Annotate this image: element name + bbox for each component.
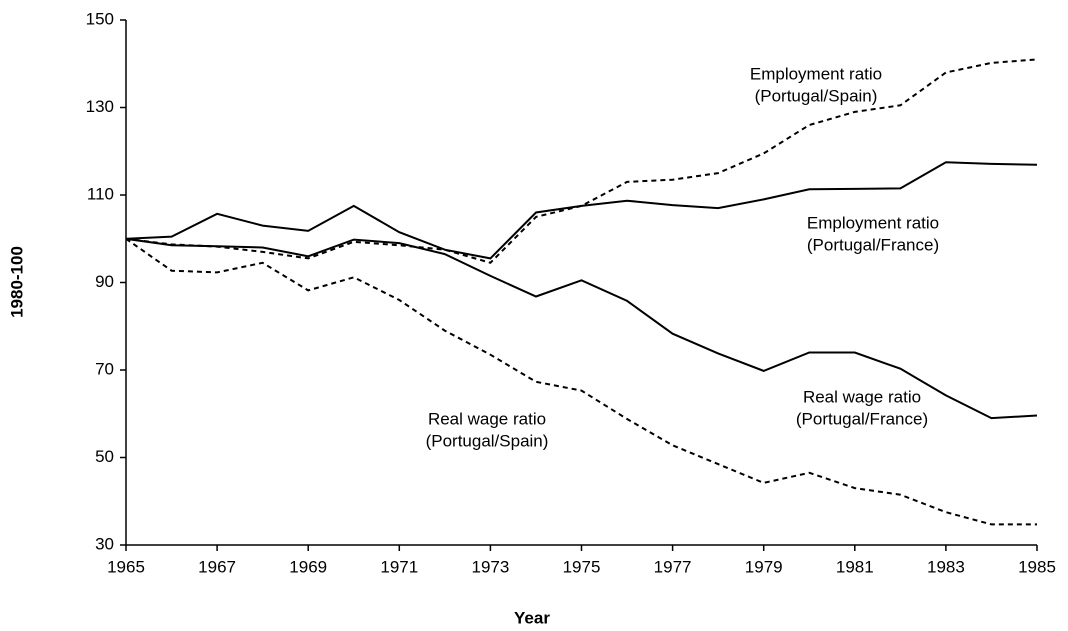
series-label: Employment ratio [750,64,882,83]
series-label: Real wage ratio [428,409,546,428]
x-tick-label: 1981 [836,557,874,576]
y-tick-label: 50 [95,447,114,466]
series-line [125,237,1038,420]
series-label: (Portugal/Spain) [755,86,878,105]
series-line [125,237,1037,526]
y-axis-label: 1980-100 [7,246,26,318]
x-tick-label: 1967 [198,557,236,576]
y-tick-label: 70 [95,359,114,378]
y-tick-label: 30 [95,534,114,553]
x-tick-label: 1977 [654,557,692,576]
series-line [125,161,1038,260]
x-axis-label: Year [514,608,550,627]
series-label: (Portugal/Spain) [426,431,549,450]
y-tick-label: 110 [87,184,114,203]
x-tick-label: 1969 [289,557,327,576]
x-tick-label: 1975 [563,557,601,576]
series-label: (Portugal/France) [796,409,928,428]
series-label: Real wage ratio [803,387,921,406]
x-tick-label: 1973 [471,557,509,576]
series-label: Employment ratio [807,213,939,232]
x-tick-label: 1985 [1018,557,1056,576]
y-tick-label: 150 [86,9,114,28]
y-tick-label: 90 [95,272,114,291]
x-tick-label: 1971 [380,557,418,576]
y-tick-label: 130 [86,97,114,116]
x-tick-label: 1979 [745,557,783,576]
series-label: (Portugal/France) [807,235,939,254]
x-tick-label: 1965 [107,557,145,576]
x-tick-label: 1983 [927,557,965,576]
